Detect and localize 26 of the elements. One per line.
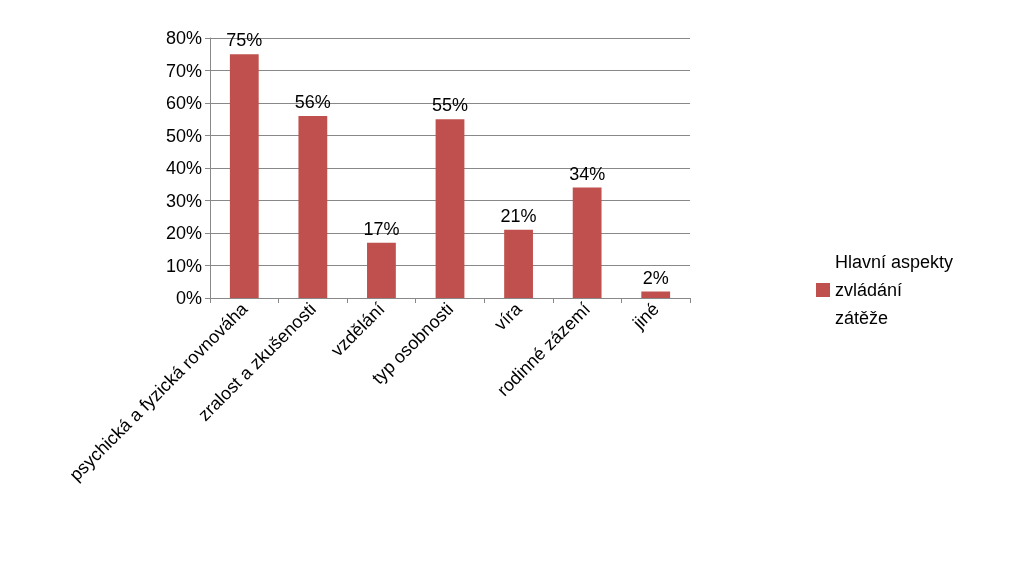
y-tick-label: 10% xyxy=(165,255,202,276)
y-tick-label: 30% xyxy=(165,190,202,211)
data-label: 17% xyxy=(363,218,400,239)
y-tick-label: 20% xyxy=(165,223,202,243)
bar xyxy=(504,229,533,298)
y-tick-label: 50% xyxy=(165,125,202,146)
data-label: 75% xyxy=(226,30,263,51)
x-tick-label: víra xyxy=(490,298,526,335)
data-label: 21% xyxy=(500,205,537,226)
data-label: 2% xyxy=(642,267,669,288)
y-tick-label: 40% xyxy=(165,158,202,178)
bar xyxy=(435,119,465,298)
bar xyxy=(641,291,671,298)
data-label: 55% xyxy=(431,95,469,116)
y-tick-label: 60% xyxy=(165,93,202,113)
bar xyxy=(298,116,328,298)
bar xyxy=(572,187,602,298)
legend-label: Hlavní aspekty zvládání zátěže xyxy=(835,252,959,328)
bar xyxy=(367,242,396,298)
y-tick-label: 80% xyxy=(165,28,202,48)
bar xyxy=(229,54,259,298)
y-tick-label: 70% xyxy=(165,60,202,81)
y-tick-label: 0% xyxy=(175,288,202,308)
data-label: 56% xyxy=(294,92,331,112)
data-label: 34% xyxy=(569,163,606,184)
x-tick-label: jiné xyxy=(628,298,663,334)
